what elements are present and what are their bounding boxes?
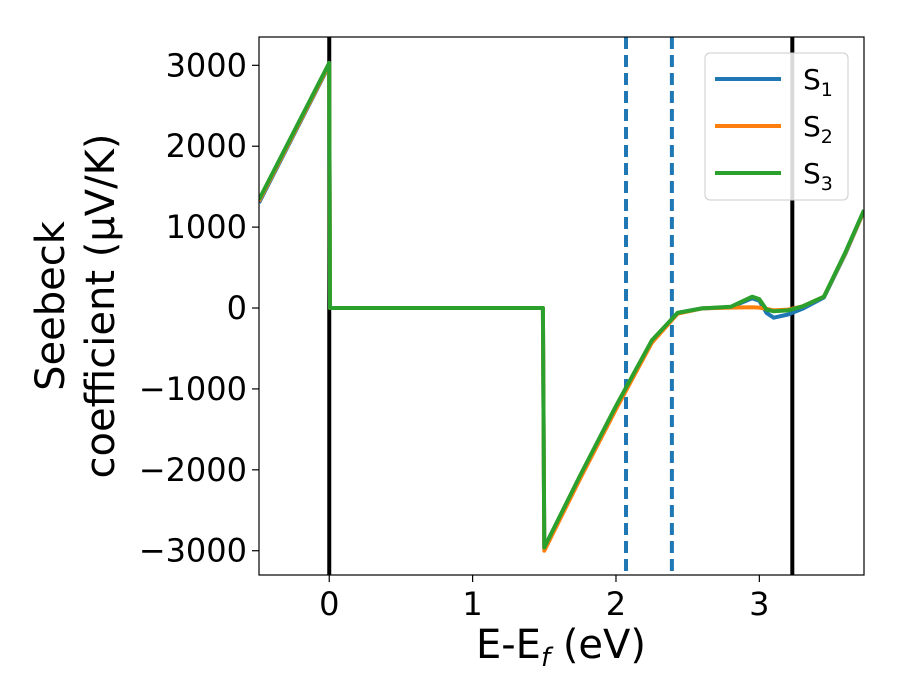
x-tick-label: 2 bbox=[606, 585, 626, 623]
plot-frame bbox=[258, 36, 865, 576]
y-tick-label: 0 bbox=[227, 289, 247, 327]
y-tick-label: 2000 bbox=[166, 127, 247, 165]
y-tick-label: 3000 bbox=[166, 46, 247, 84]
x-axis-label: E-Ef (eV) bbox=[476, 622, 646, 673]
x-axis: 0 1 2 3 bbox=[319, 575, 770, 623]
series-layer bbox=[259, 60, 864, 553]
x-tick-label: 1 bbox=[462, 585, 482, 623]
x-tick-label: 3 bbox=[749, 585, 769, 623]
y-tick-label: −2000 bbox=[139, 451, 247, 489]
y-axis-label-line1: Seebeck bbox=[28, 220, 74, 391]
series-line-s3 bbox=[259, 60, 864, 550]
y-axis-label-line2: coefficient (μV/K) bbox=[78, 134, 124, 479]
y-tick-label: −3000 bbox=[139, 532, 247, 570]
y-tick-label: 1000 bbox=[166, 208, 247, 246]
x-tick-label: 0 bbox=[319, 585, 339, 623]
y-tick-label: −1000 bbox=[139, 370, 247, 408]
y-axis: 3000 2000 1000 0 −1000 −2000 −3000 bbox=[139, 46, 259, 570]
